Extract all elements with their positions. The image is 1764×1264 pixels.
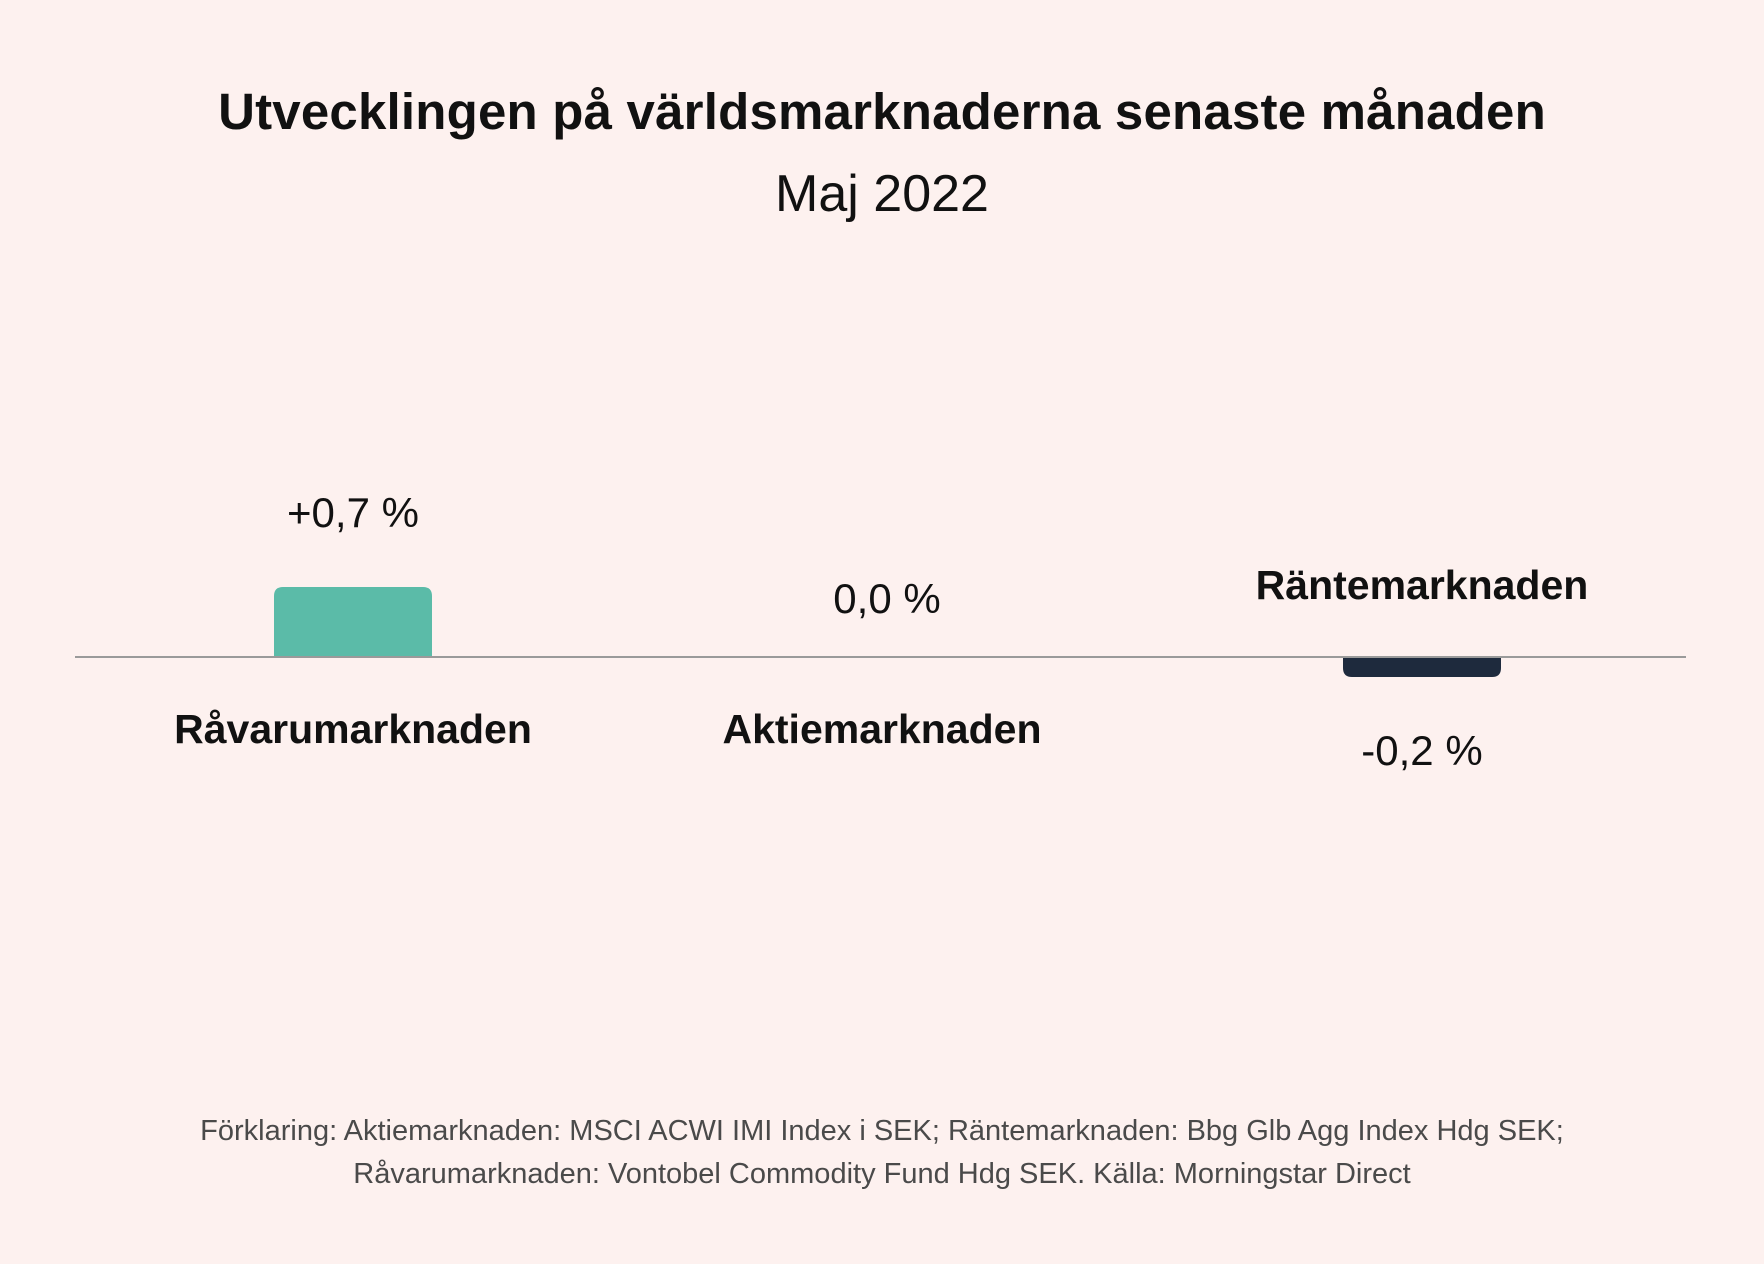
footnote: Förklaring: Aktiemarknaden: MSCI ACWI IM…: [200, 1115, 1564, 1190]
bar-1: [274, 587, 432, 657]
category-label-2: Aktiemarknaden: [722, 706, 1041, 752]
bar-3: [1343, 657, 1501, 677]
chart-title: Utvecklingen på världsmarknaderna senast…: [218, 83, 1546, 140]
value-label-2: 0,0 %: [833, 575, 940, 622]
value-label-3: -0,2 %: [1361, 727, 1482, 774]
category-label-3: Räntemarknaden: [1256, 562, 1589, 608]
value-label-1: +0,7 %: [287, 489, 419, 536]
chart-subtitle: Maj 2022: [775, 165, 989, 223]
category-label-1: Råvarumarknaden: [174, 706, 532, 752]
